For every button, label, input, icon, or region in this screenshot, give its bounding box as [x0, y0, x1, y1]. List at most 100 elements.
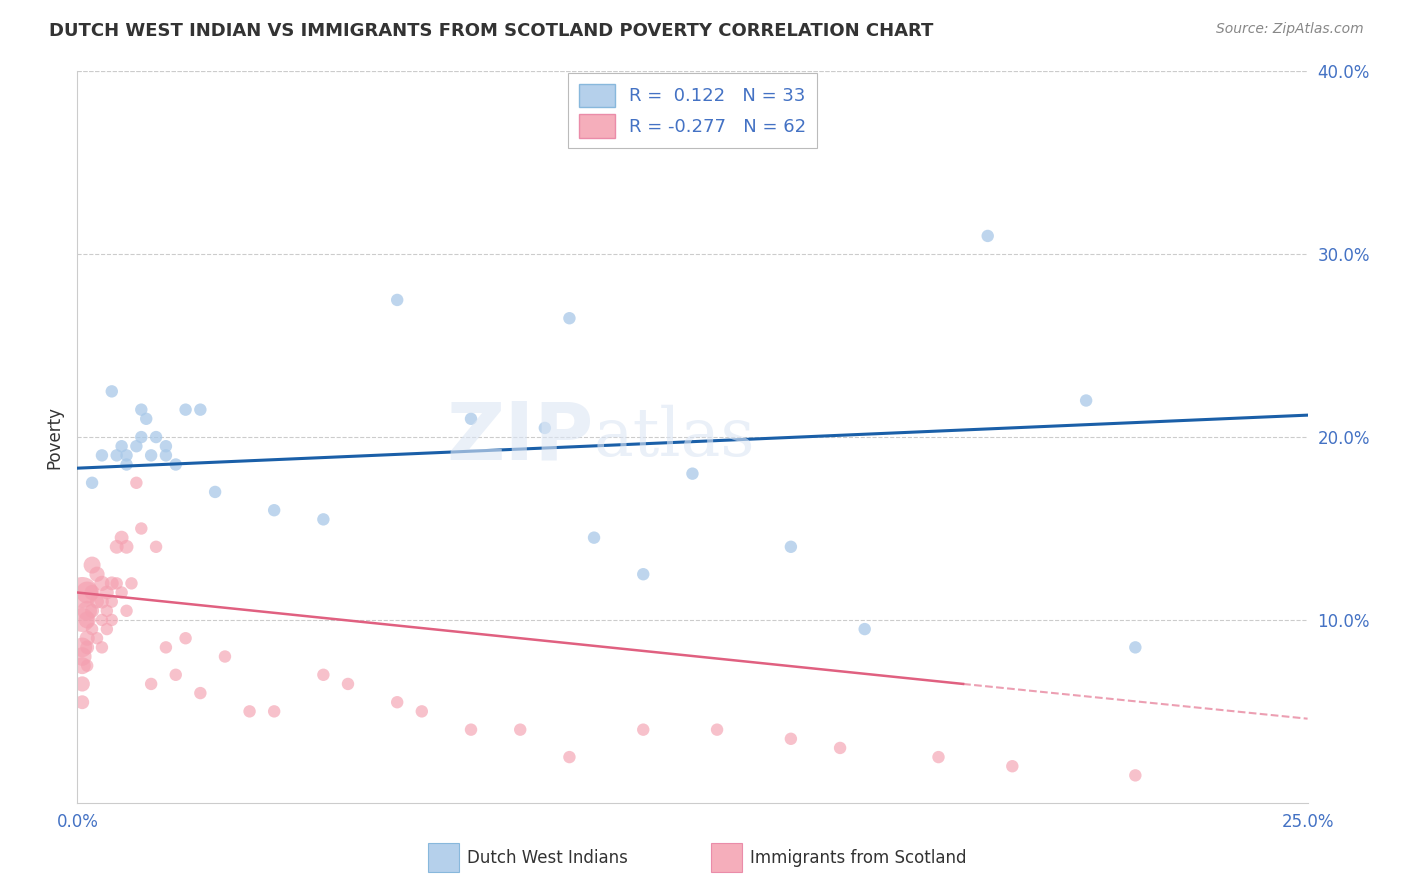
Point [76, 604, 98, 618]
Point [411, 705, 433, 719]
Point [70, 695, 93, 709]
Point [101, 613, 124, 627]
Point [141, 448, 163, 462]
Point [111, 531, 132, 545]
Point [853, 622, 876, 636]
Point [86, 632, 108, 646]
Point [706, 723, 728, 737]
Legend: R =  0.122   N = 33, R = -0.277   N = 62: R = 0.122 N = 33, R = -0.277 N = 62 [568, 73, 817, 148]
Point [111, 439, 132, 453]
Point [1001, 759, 1024, 773]
Point [633, 723, 655, 737]
Point [125, 475, 148, 490]
Point [188, 686, 212, 700]
Point [96, 604, 118, 618]
Point [145, 540, 167, 554]
Point [558, 750, 581, 764]
Point [534, 421, 557, 435]
Point [76, 658, 98, 673]
Point [101, 384, 124, 399]
Point [165, 667, 187, 681]
Point [155, 448, 177, 462]
Point [312, 512, 335, 526]
Point [460, 412, 482, 426]
Point [70, 658, 93, 673]
Point [1076, 393, 1098, 408]
Point [129, 430, 153, 444]
Point [460, 723, 482, 737]
Point [141, 677, 163, 691]
Point [82, 604, 104, 618]
Point [105, 448, 128, 462]
Point [76, 632, 98, 646]
Point [385, 695, 409, 709]
Point [204, 485, 226, 500]
Point [135, 412, 157, 426]
Text: Dutch West Indians: Dutch West Indians [467, 848, 628, 867]
Point [76, 613, 98, 627]
Text: ZIP: ZIP [447, 398, 595, 476]
Point [101, 576, 124, 591]
Point [82, 622, 104, 636]
Point [263, 503, 285, 517]
Point [101, 594, 124, 608]
Point [115, 604, 138, 618]
Point [82, 558, 104, 573]
Point [214, 649, 236, 664]
Point [70, 640, 93, 655]
Point [174, 402, 197, 417]
Point [70, 613, 93, 627]
Point [105, 576, 128, 591]
Point [86, 594, 108, 608]
Text: DUTCH WEST INDIAN VS IMMIGRANTS FROM SCOTLAND POVERTY CORRELATION CHART: DUTCH WEST INDIAN VS IMMIGRANTS FROM SCO… [49, 22, 934, 40]
FancyBboxPatch shape [427, 843, 458, 872]
Point [82, 475, 104, 490]
Point [780, 731, 803, 746]
Point [115, 448, 138, 462]
Point [263, 705, 285, 719]
Point [105, 540, 128, 554]
Point [90, 613, 114, 627]
Point [115, 458, 138, 472]
Point [337, 677, 360, 691]
Point [90, 576, 114, 591]
Point [155, 640, 177, 655]
Point [509, 723, 531, 737]
Point [583, 531, 606, 545]
Point [312, 667, 335, 681]
Point [90, 640, 114, 655]
Point [121, 576, 143, 591]
Point [239, 705, 262, 719]
Text: Source: ZipAtlas.com: Source: ZipAtlas.com [1216, 22, 1364, 37]
Point [115, 540, 138, 554]
Point [129, 402, 153, 417]
Point [125, 439, 148, 453]
Point [76, 640, 98, 655]
Y-axis label: Poverty: Poverty [45, 406, 63, 468]
Point [90, 594, 114, 608]
Point [129, 521, 153, 535]
Point [96, 622, 118, 636]
Point [155, 439, 177, 453]
Point [111, 585, 132, 599]
Point [1125, 768, 1147, 782]
Point [96, 585, 118, 599]
Point [70, 649, 93, 664]
Point [633, 567, 655, 582]
Point [76, 585, 98, 599]
Point [90, 448, 114, 462]
Point [830, 740, 852, 755]
Point [780, 540, 803, 554]
FancyBboxPatch shape [711, 843, 742, 872]
Point [928, 750, 950, 764]
Point [70, 677, 93, 691]
Text: Immigrants from Scotland: Immigrants from Scotland [751, 848, 967, 867]
Point [682, 467, 704, 481]
Point [385, 293, 409, 307]
Point [558, 311, 581, 326]
Point [1125, 640, 1147, 655]
Point [977, 229, 1000, 244]
Point [174, 632, 197, 646]
Point [82, 585, 104, 599]
Point [165, 458, 187, 472]
